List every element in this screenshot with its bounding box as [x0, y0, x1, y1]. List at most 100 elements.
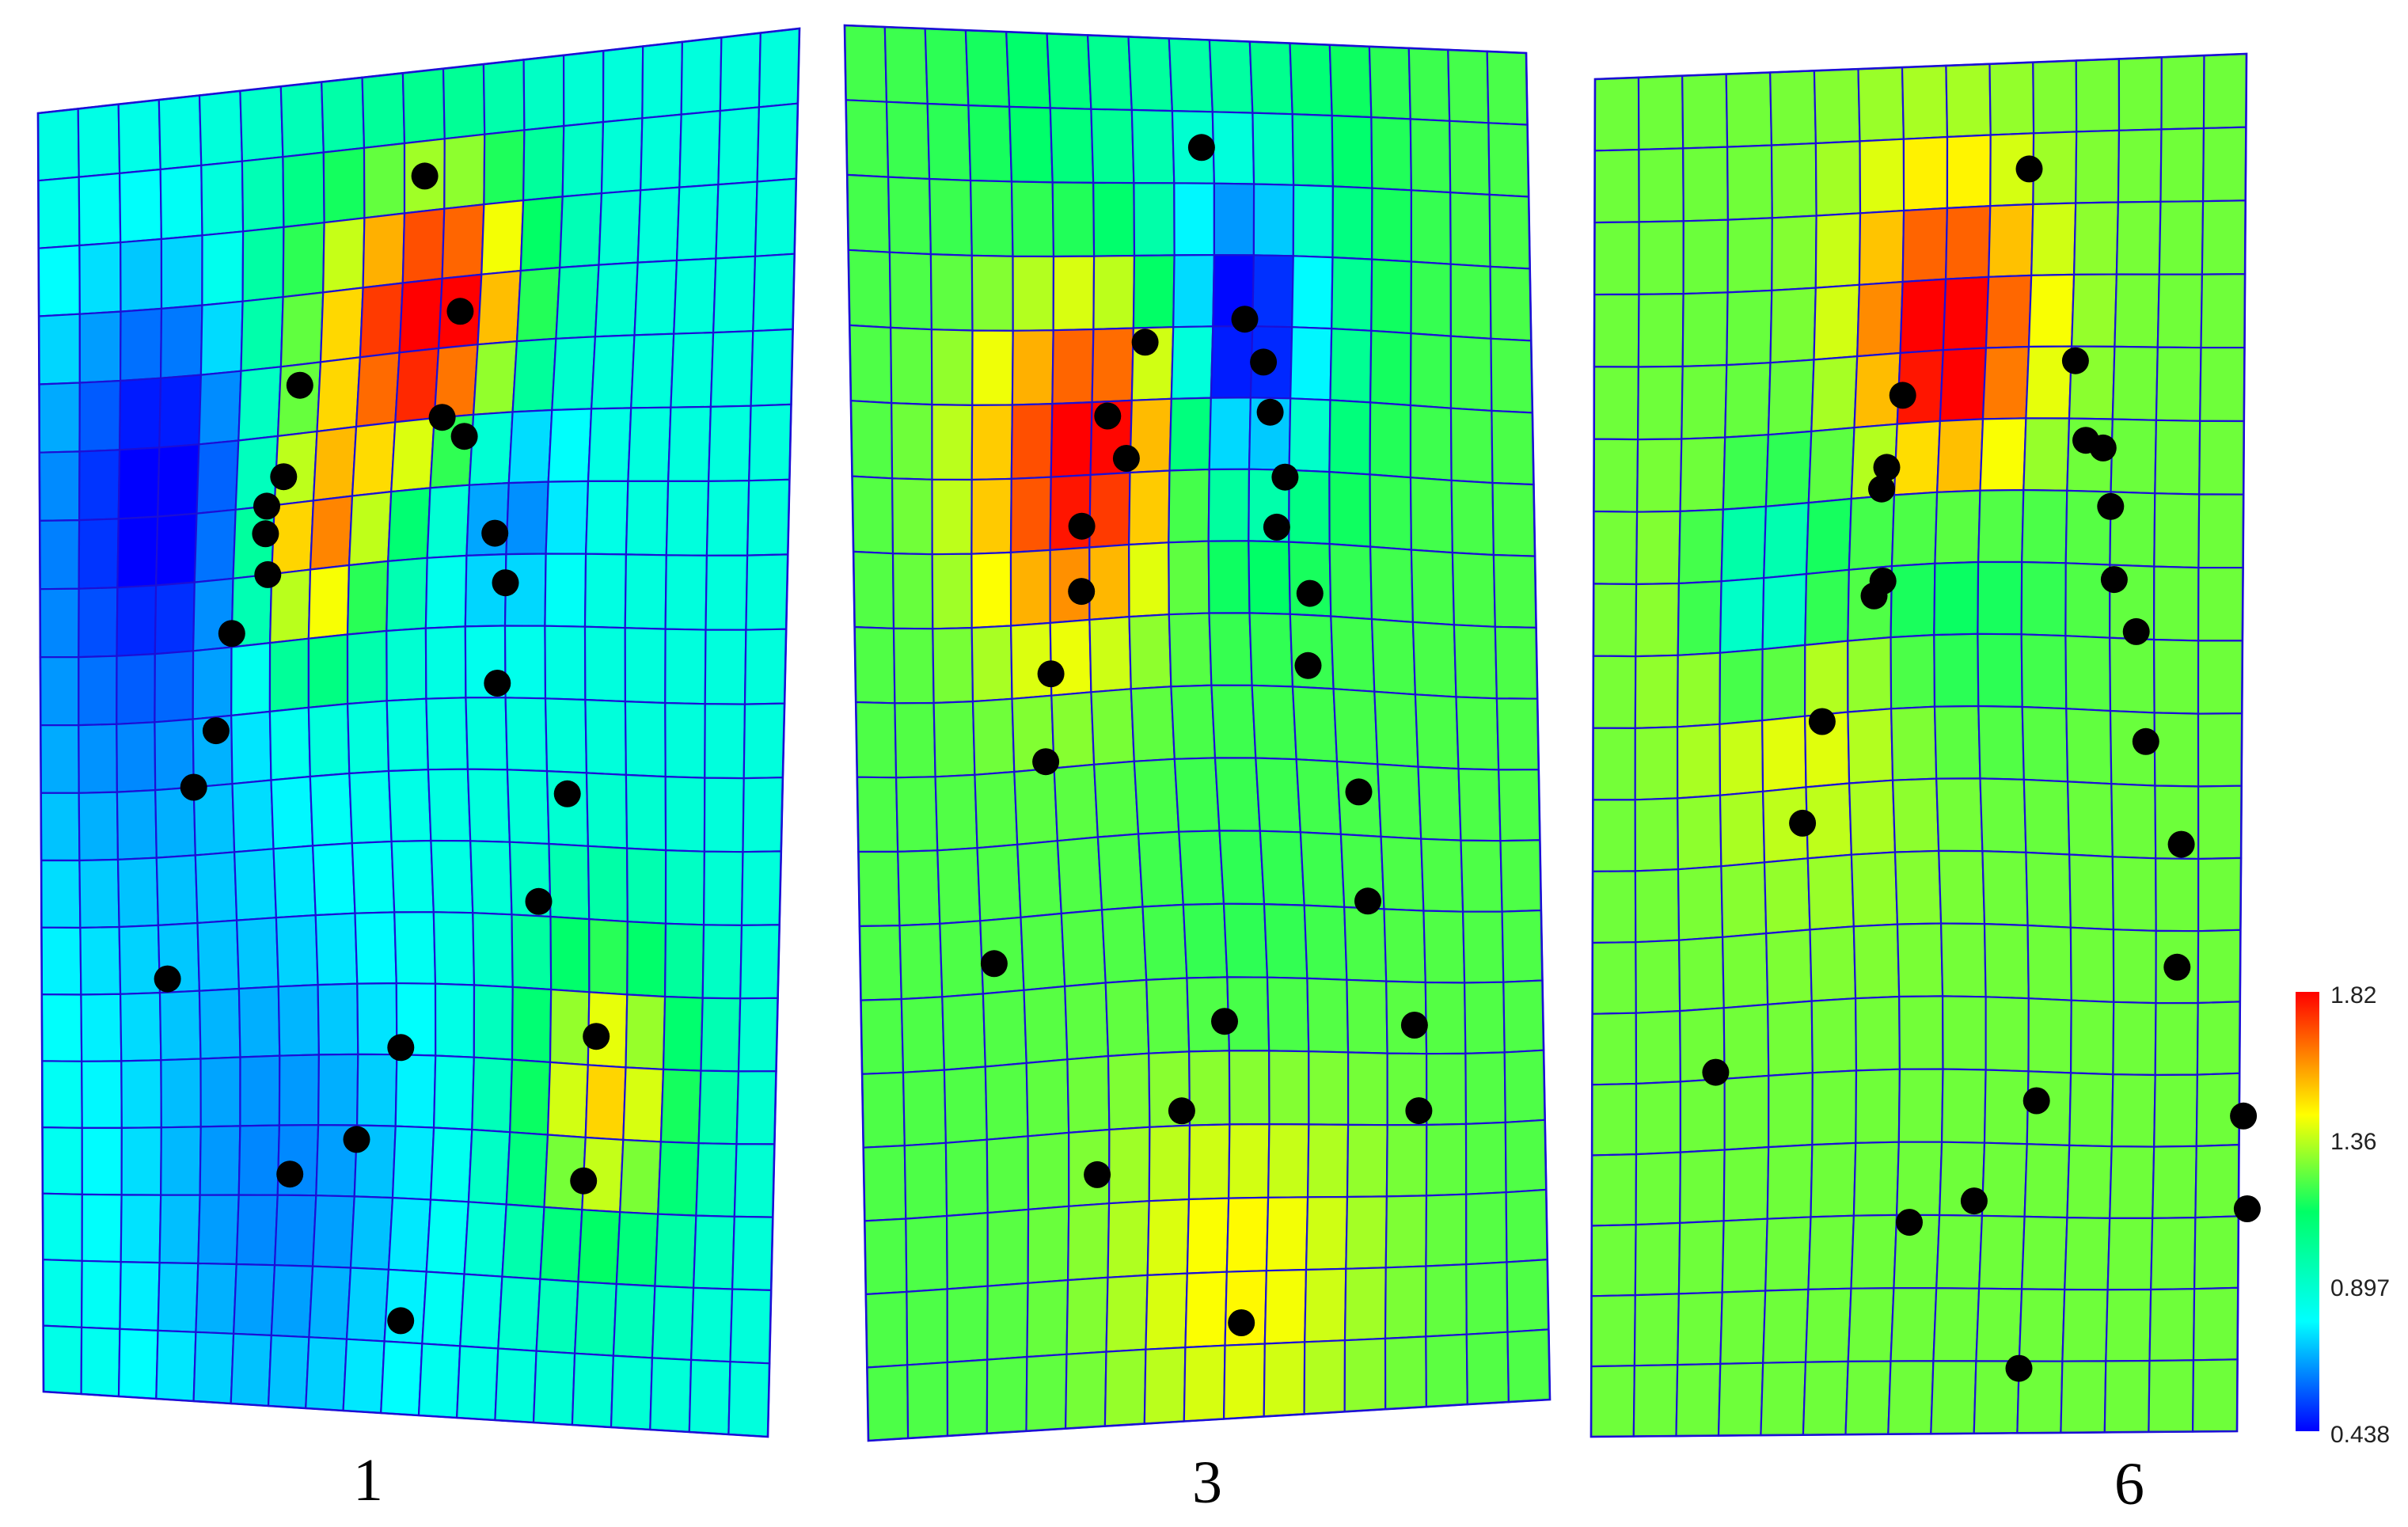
mesh-cell — [731, 1215, 774, 1292]
marker-dot — [450, 423, 478, 450]
mesh-cell — [1719, 719, 1764, 796]
mesh-cell — [664, 775, 706, 853]
mesh-cell — [511, 914, 553, 991]
mesh-cell — [1213, 757, 1261, 832]
mesh-cell — [348, 769, 393, 845]
mesh-cell — [1499, 839, 1543, 913]
mesh-cell — [1291, 686, 1339, 763]
mesh-cell — [506, 769, 550, 845]
mesh-cell — [704, 629, 747, 705]
mesh-cell — [984, 1062, 1029, 1141]
mesh-cell — [39, 587, 80, 659]
mesh-cell — [1447, 48, 1490, 124]
mesh-cell — [78, 518, 120, 590]
mesh-cell — [2103, 1359, 2151, 1434]
mesh-cell — [1767, 359, 1815, 436]
mesh-cell — [2192, 1286, 2239, 1362]
mesh-cell — [1251, 112, 1295, 186]
marker-dot — [1296, 579, 1324, 607]
mesh-cell — [511, 986, 553, 1064]
mesh-cell — [1682, 218, 1730, 295]
mesh-cell — [1385, 1123, 1428, 1198]
colorbar-tick-max: 1.82 — [2330, 982, 2376, 1009]
mesh-cell — [743, 628, 788, 705]
mesh-cell — [231, 779, 275, 853]
mesh-cell — [80, 1326, 121, 1398]
mesh-cell — [986, 1135, 1030, 1214]
mesh-cell — [598, 189, 642, 266]
mesh-cell — [633, 259, 678, 336]
mesh-cell — [1592, 727, 1636, 801]
mesh-cell — [2117, 56, 2163, 131]
mesh-cell — [626, 921, 667, 998]
mesh-cell — [1289, 326, 1333, 401]
mesh-cell — [559, 192, 603, 269]
mesh-cell — [160, 1058, 202, 1129]
mesh-cell — [1763, 857, 1811, 935]
mesh-cell — [40, 926, 82, 996]
mesh-cell — [505, 1131, 549, 1209]
mesh-cell — [1168, 468, 1210, 544]
mesh-cell — [424, 554, 468, 629]
mesh-cell — [649, 1357, 693, 1434]
mesh-cell — [562, 49, 605, 127]
mesh-cell — [627, 406, 672, 483]
mesh-cell — [1064, 982, 1110, 1061]
mesh-cell — [852, 550, 895, 630]
mesh-cell — [1371, 187, 1413, 263]
mesh-cell — [1060, 909, 1107, 988]
mesh-cell — [1592, 655, 1637, 730]
marker-dot — [1889, 382, 1916, 409]
mesh-cell — [2197, 712, 2243, 788]
mesh-cell — [1100, 906, 1148, 984]
mesh-cell — [272, 845, 317, 919]
mesh-cell — [1891, 777, 1940, 853]
mesh-cell — [1722, 1145, 1770, 1222]
mesh-cell — [1025, 1353, 1068, 1432]
mesh-cell — [1299, 831, 1346, 909]
marker-dot — [570, 1167, 598, 1195]
mesh-cell — [1133, 758, 1180, 835]
mesh-cell — [1590, 1082, 1638, 1157]
mesh-cell — [2075, 58, 2121, 133]
mesh-cell — [551, 336, 597, 412]
colorbar-gradient — [2296, 992, 2319, 1431]
mesh-cell — [78, 379, 122, 453]
mesh-cell — [120, 1126, 162, 1196]
mesh-cell — [1292, 184, 1335, 259]
mesh-cell — [1370, 258, 1413, 335]
mesh-cell — [547, 408, 593, 483]
mesh-cell — [1308, 1050, 1350, 1126]
mesh-cell — [588, 917, 629, 996]
mesh-cell — [441, 203, 485, 280]
mesh-cell — [1329, 327, 1373, 404]
mesh-cell — [1770, 142, 1817, 219]
mesh-cell — [1411, 621, 1457, 698]
mesh-cell — [380, 1340, 423, 1417]
mesh-cell — [1681, 363, 1728, 440]
mesh-cell — [322, 217, 366, 294]
mesh-cell — [466, 768, 511, 843]
mesh-cell — [241, 155, 285, 233]
mesh-cell — [1945, 63, 1992, 139]
mesh-cell — [1590, 1365, 1636, 1438]
mesh-cell — [509, 1058, 552, 1136]
mesh-cell — [40, 724, 80, 794]
mesh-cell — [2069, 999, 2115, 1076]
mesh-cell — [1847, 636, 1893, 713]
mesh-cell — [1407, 47, 1451, 122]
mesh-cell — [1225, 1196, 1270, 1273]
marker-dot — [276, 1160, 304, 1188]
mesh-cells-panel-1 — [36, 27, 801, 1438]
mesh-cell — [2110, 418, 2158, 495]
mesh-cell — [473, 984, 514, 1061]
mesh-cell — [1065, 1276, 1109, 1355]
mesh-cell — [946, 1358, 989, 1438]
mesh-cell — [982, 989, 1027, 1068]
mesh-cell — [929, 253, 974, 332]
mesh-cell — [1096, 833, 1144, 911]
mesh-cell — [240, 295, 284, 372]
mesh-cell — [348, 490, 393, 567]
mesh-cell — [309, 495, 354, 571]
mesh-cell — [2154, 1001, 2199, 1077]
